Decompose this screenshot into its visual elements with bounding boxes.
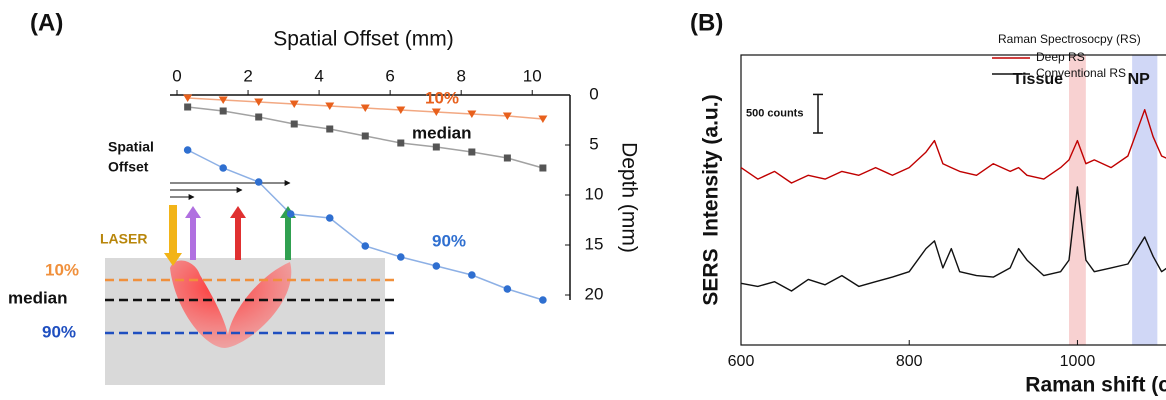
collect-arrow [235, 218, 241, 260]
marker [502, 112, 512, 120]
marker [326, 125, 334, 133]
marker [431, 108, 441, 116]
marker [361, 242, 370, 250]
level-label: median [8, 288, 68, 307]
marker [503, 154, 511, 162]
marker [503, 285, 512, 293]
legend-title: Raman Spectrosocpy (RS) [998, 32, 1141, 46]
marker [290, 120, 298, 128]
marker [219, 107, 227, 115]
y-tick-label: 10 [585, 184, 604, 203]
series-label: 90% [432, 231, 466, 250]
offset-label: Spatial [108, 139, 154, 155]
band [1069, 55, 1086, 345]
marker [361, 132, 369, 140]
y-tick-label: 15 [585, 234, 604, 253]
laser-arrow [169, 205, 177, 253]
x-tick-label: 6 [385, 66, 394, 85]
x-tick-label: 600 [728, 353, 755, 370]
marker [255, 113, 263, 121]
x-tick-label: 800 [896, 353, 923, 370]
marker [396, 106, 406, 114]
marker [360, 104, 370, 112]
marker [468, 148, 476, 156]
marker [286, 210, 295, 218]
x-axis-title: Spatial Offset (mm) [273, 28, 454, 51]
band-label: Tissue [1013, 71, 1064, 88]
collect-arrow-head [185, 206, 201, 218]
y-tick-label: 0 [589, 84, 598, 103]
marker [289, 100, 299, 108]
level-label: 90% [42, 322, 76, 341]
marker [184, 103, 192, 111]
marker [254, 178, 263, 186]
x-axis-title: Raman shift (cm⁻¹) [1025, 374, 1166, 397]
y-axis-title: SERS Intensity (a.u.) [700, 94, 723, 305]
legend-label: Deep RS [1036, 50, 1085, 64]
marker [397, 139, 405, 147]
marker [254, 98, 264, 106]
x-tick-label: 1000 [1060, 353, 1096, 370]
laser-label: LASER [100, 231, 147, 247]
marker [397, 253, 405, 261]
spectrum [740, 109, 1166, 184]
x-tick-label: 8 [456, 66, 465, 85]
panel-label: (B) [690, 9, 723, 36]
marker [325, 214, 334, 222]
marker [218, 96, 228, 104]
y-tick-label: 5 [589, 134, 598, 153]
series-label: 10% [425, 88, 459, 107]
marker [183, 146, 192, 154]
marker [539, 296, 547, 304]
marker [539, 164, 547, 172]
band [1132, 55, 1158, 345]
offset-label: Offset [108, 159, 149, 175]
collect-arrow [190, 218, 196, 260]
scale-bar-label: 500 counts [746, 108, 803, 120]
x-tick-label: 4 [314, 66, 323, 85]
collect-arrow [285, 218, 291, 260]
series-label: median [412, 123, 472, 142]
plot-frame [740, 54, 1166, 346]
y-axis-title: Depth (mm) [617, 142, 640, 253]
marker [432, 143, 440, 151]
marker [468, 271, 476, 279]
level-label: 10% [45, 260, 79, 279]
laser-arrow-head [164, 253, 182, 266]
marker [467, 110, 477, 118]
collect-arrow-head [230, 206, 246, 218]
y-tick-label: 20 [585, 284, 604, 303]
legend-label: Conventional RS [1036, 66, 1126, 80]
panel-label: (A) [30, 9, 63, 36]
spectrum [740, 186, 1166, 292]
marker [183, 94, 193, 102]
x-tick-label: 0 [172, 66, 181, 85]
x-tick-label: 10 [523, 66, 542, 85]
marker [219, 164, 227, 172]
photon-banana [170, 260, 292, 348]
marker [325, 102, 335, 110]
x-tick-label: 2 [243, 66, 252, 85]
marker [538, 115, 548, 123]
marker [432, 262, 441, 270]
band-label: NP [1128, 71, 1151, 88]
